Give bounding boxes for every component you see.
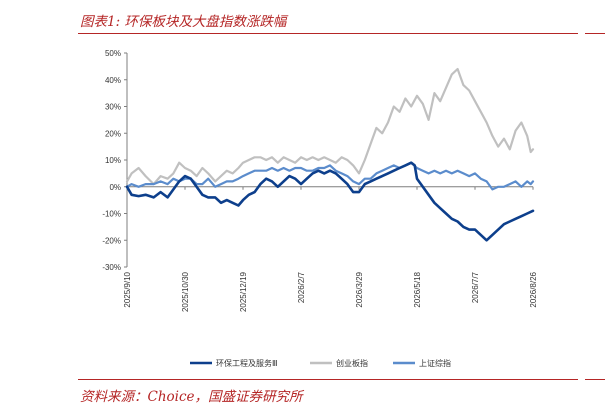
y-tick-label: 50%	[105, 49, 121, 58]
y-tick-label: -20%	[102, 236, 121, 245]
legend-label-0: 环保工程及服务Ⅲ	[216, 358, 278, 368]
series-line-2	[125, 161, 535, 191]
y-tick-label: -30%	[102, 263, 121, 272]
source-divider	[78, 379, 578, 380]
title-divider	[78, 33, 578, 34]
y-tick-label: -10%	[102, 210, 121, 219]
x-tick-label: 2026/3/29	[355, 271, 364, 307]
source-divider-tail	[585, 379, 605, 380]
x-tick-label: 2026/8/26	[529, 271, 538, 307]
y-tick-label: 40%	[105, 76, 121, 85]
page-title: 图表1: 环保板块及大盘指数涨跌幅	[80, 14, 287, 30]
x-axis: 2025/9/10 2025/10/30 2025/12/19 2026/2/7 202…	[123, 186, 538, 312]
legend: 环保工程及服务Ⅲ 创业板指 上证综指	[190, 358, 451, 368]
series-line-0	[125, 161, 535, 242]
x-tick-label: 2025/12/19	[239, 271, 248, 312]
series-line-1	[125, 67, 535, 186]
title-divider-tail	[585, 33, 605, 34]
x-tick-label: 2026/2/7	[297, 271, 306, 303]
legend-label-1: 创业板指	[336, 358, 368, 368]
y-tick-label: 0%	[109, 183, 121, 192]
y-tick-label: 20%	[105, 129, 121, 138]
source-note: 资料来源：Choice，国盛证券研究所	[80, 389, 303, 405]
x-tick-label: 2026/7/7	[471, 271, 480, 303]
legend-label-2: 上证综指	[419, 358, 451, 368]
y-tick-label: 30%	[105, 103, 121, 112]
y-axis: 50% 40% 30% 20% 10% 0% -10% -20% -30%	[102, 49, 128, 272]
x-tick-label: 2026/5/18	[413, 271, 422, 307]
y-tick-label: 10%	[105, 156, 121, 165]
series-layer	[125, 67, 535, 242]
x-tick-label: 2025/9/10	[123, 271, 132, 307]
x-tick-label: 2025/10/30	[181, 271, 190, 312]
